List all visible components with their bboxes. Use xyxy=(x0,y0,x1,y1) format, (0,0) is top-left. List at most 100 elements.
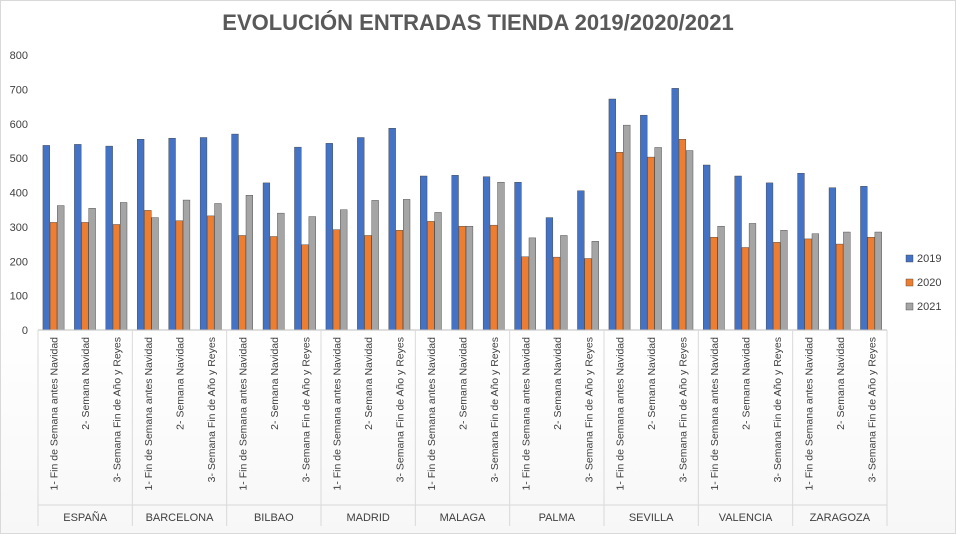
group-label: ESPAÑA xyxy=(63,511,107,524)
bar-2021 xyxy=(340,209,348,331)
bar-2020 xyxy=(710,236,718,331)
category-label: 1- Fin de Semana antes Navidad xyxy=(520,337,532,491)
bar-2020 xyxy=(49,222,58,331)
bar-2019 xyxy=(199,137,208,331)
bar-2020 xyxy=(521,256,529,331)
category-label: 2- Semana Navidad xyxy=(269,337,281,430)
category-label: 2- Semana Navidad xyxy=(835,337,847,430)
group-label: PALMA xyxy=(539,512,576,524)
bar-2019 xyxy=(482,176,491,331)
bar-2021 xyxy=(717,225,725,331)
bar-2021 xyxy=(654,147,662,331)
bar-2021 xyxy=(686,150,694,331)
category-label: 2- Semana Navidad xyxy=(646,337,658,430)
bar-2021 xyxy=(780,230,788,331)
category-label: 2- Semana Navidad xyxy=(552,337,564,430)
category-label: 2- Semana Navidad xyxy=(741,337,753,430)
bar-2021 xyxy=(403,199,411,331)
bar-2019 xyxy=(545,217,554,331)
bar-2020 xyxy=(238,235,246,331)
bar-2019 xyxy=(765,182,774,331)
legend-label: 2019 xyxy=(917,253,941,265)
category-label: 1- Fin de Semana antes Navidad xyxy=(426,337,438,491)
category-label: 3- Semana Fin de Año y Reyes xyxy=(772,337,784,482)
bar-2021 xyxy=(528,237,536,331)
category-label: 3- Semana Fin de Año y Reyes xyxy=(395,337,407,482)
group-label: BARCELONA xyxy=(146,512,215,524)
bar-2020 xyxy=(427,221,435,331)
bar-2021 xyxy=(214,203,222,331)
category-label: 3- Semana Fin de Año y Reyes xyxy=(678,337,690,482)
bar-2020 xyxy=(584,258,592,331)
bar-2019 xyxy=(74,144,82,331)
legend-label: 2021 xyxy=(917,301,941,313)
bar-2020 xyxy=(836,243,844,331)
bar-2020 xyxy=(553,256,561,331)
bar-2019 xyxy=(703,164,711,331)
group-label: MADRID xyxy=(346,512,389,524)
bar-2020 xyxy=(270,236,278,331)
bar-2019 xyxy=(388,128,396,331)
bar-2021 xyxy=(308,216,316,331)
category-label: 1- Fin de Semana antes Navidad xyxy=(49,337,61,491)
bar-2019 xyxy=(514,181,522,331)
bar-2021 xyxy=(371,200,379,331)
bar-2021 xyxy=(465,225,474,331)
bar-2021 xyxy=(88,208,96,331)
category-label: 1- Fin de Semana antes Navidad xyxy=(143,337,155,491)
category-label: 3- Semana Fin de Año y Reyes xyxy=(206,337,218,482)
bar-2019 xyxy=(608,98,616,331)
bar-2021 xyxy=(151,217,159,331)
bar-2020 xyxy=(773,242,781,331)
category-label: 2- Semana Navidad xyxy=(458,337,470,430)
bar-2021 xyxy=(57,205,65,331)
bar-2019 xyxy=(797,173,805,331)
bar-2019 xyxy=(451,175,459,331)
bar-2021 xyxy=(120,202,128,331)
category-label: 1- Fin de Semana antes Navidad xyxy=(615,337,627,491)
category-label: 1- Fin de Semana antes Navidad xyxy=(332,337,344,491)
group-label: MALAGA xyxy=(440,512,487,524)
bar-2019 xyxy=(105,145,113,331)
bar-2021 xyxy=(843,231,851,331)
bar-2021 xyxy=(874,231,882,331)
bar-2020 xyxy=(332,229,341,331)
group-label: ZARAGOZA xyxy=(810,512,871,524)
category-label: 2- Semana Navidad xyxy=(363,337,375,430)
bar-2019 xyxy=(168,137,176,331)
legend-swatch xyxy=(905,278,914,287)
bar-2019 xyxy=(137,139,145,331)
bar-2019 xyxy=(671,88,679,331)
group-label: SEVILLA xyxy=(629,512,674,524)
bar-2021 xyxy=(623,124,631,331)
bar-2020 xyxy=(81,222,89,331)
y-tick-label: 500 xyxy=(10,153,28,165)
bar-2020 xyxy=(490,224,498,331)
y-tick-label: 600 xyxy=(10,119,28,131)
legend-swatch xyxy=(905,254,914,263)
group-label: BILBAO xyxy=(254,512,294,524)
bar-2019 xyxy=(420,175,428,331)
bar-2020 xyxy=(207,215,215,331)
category-label: 2- Semana Navidad xyxy=(175,337,187,430)
bar-2021 xyxy=(497,181,505,331)
bar-2021 xyxy=(591,241,599,331)
bar-2021 xyxy=(182,199,191,331)
legend-label: 2020 xyxy=(917,277,941,289)
category-label: 1- Fin de Semana antes Navidad xyxy=(237,337,249,491)
y-tick-label: 800 xyxy=(10,50,28,62)
bar-2020 xyxy=(615,152,624,331)
bar-2021 xyxy=(434,212,442,331)
y-tick-label: 0 xyxy=(22,325,28,337)
bar-2021 xyxy=(560,235,568,331)
category-label: 3- Semana Fin de Año y Reyes xyxy=(866,337,878,482)
bar-2019 xyxy=(42,145,50,331)
bar-2019 xyxy=(734,175,742,331)
bar-2019 xyxy=(828,187,837,331)
category-label: 1- Fin de Semana antes Navidad xyxy=(803,337,815,491)
bar-2021 xyxy=(811,233,819,331)
bar-2020 xyxy=(395,230,404,331)
legend-swatch xyxy=(905,302,914,311)
bar-2020 xyxy=(678,139,687,331)
